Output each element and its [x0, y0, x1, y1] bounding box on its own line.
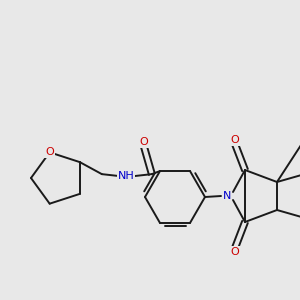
Text: O: O: [45, 147, 54, 157]
Text: O: O: [231, 247, 239, 257]
Text: N: N: [223, 191, 231, 201]
Text: O: O: [140, 137, 148, 147]
Text: O: O: [231, 135, 239, 145]
Text: NH: NH: [118, 171, 134, 181]
